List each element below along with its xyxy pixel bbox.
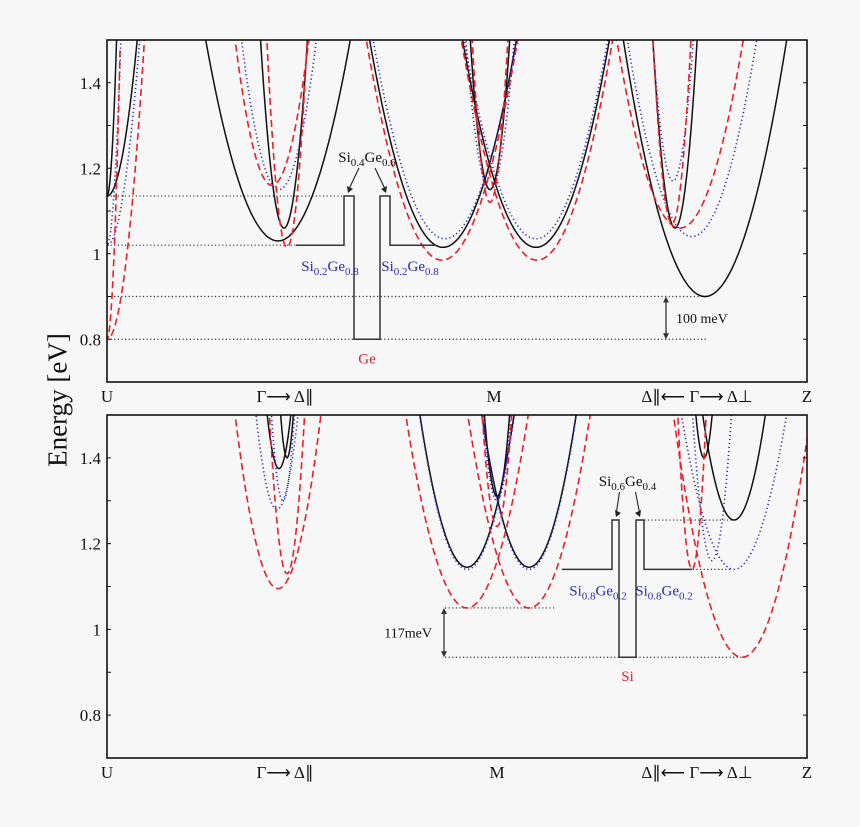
band-curve-dashed (107, 40, 146, 341)
quantum-well-profile (562, 519, 692, 658)
y-tick-label: 0.8 (80, 706, 101, 725)
band-curve-dotted (691, 415, 733, 562)
band-curve-dotted (372, 40, 518, 240)
axes-frame (106, 414, 808, 759)
cladding-material-label-left: Si0.8Ge0.2 (569, 583, 627, 602)
energy-gap-label: 100 meV (676, 312, 728, 327)
band-curves (107, 40, 788, 341)
band-curve-dashed (460, 40, 614, 262)
band-curve-dashed (672, 415, 807, 658)
energy-gap-label: 117meV (384, 627, 432, 642)
cladding-material-label-left: Si0.2Ge0.8 (301, 259, 359, 278)
band-curve-solid (259, 40, 309, 229)
band-curve-dashed (268, 415, 306, 575)
band-curve-dashed (652, 40, 692, 225)
y-tick-label: 1.4 (80, 449, 102, 468)
band-curve-dotted (482, 415, 512, 502)
band-curve-solid (266, 415, 292, 470)
band-curve-dotted (480, 415, 578, 571)
y-tick-label: 1.2 (80, 159, 101, 178)
band-curve-dotted (680, 415, 788, 571)
x-tick-label: Z (802, 387, 812, 406)
band-curve-dashed (234, 415, 322, 590)
band-curve-dashed (615, 40, 745, 229)
band-curve-dotted (626, 40, 758, 238)
band-curve-dashed (677, 415, 707, 571)
band-curve-dotted (418, 415, 516, 571)
band-curve-dashed (107, 50, 121, 341)
y-tick-label: 1.4 (80, 74, 102, 93)
bottom-panel: 0.8 1 1.2 1.4 U Γ⟶ Δ∥ M Δ∥⟵ Γ⟶ Δ⊥ Z 117meV Si0.6Ge… (80, 414, 812, 782)
well-material-label: Ge (358, 351, 376, 367)
band-curve-dashed (466, 415, 592, 609)
band-curve-dashed (404, 415, 530, 609)
band-curve-solid (652, 40, 698, 229)
x-tick-label: Δ∥⟵ Γ⟶ Δ⊥ (641, 763, 752, 782)
band-curve-solid (368, 40, 518, 249)
cladding-material-label-right: Si0.2Ge0.8 (381, 259, 439, 278)
y-tick-label: 1.2 (80, 535, 101, 554)
band-curve-dashed (365, 40, 519, 262)
band-curve-dashed (481, 415, 513, 528)
band-curve-solid (279, 415, 295, 460)
band-curve-dashed (471, 40, 509, 204)
axes-frame (106, 39, 808, 383)
x-tick-label: M (486, 387, 501, 406)
x-tick-label: Δ∥⟵ Γ⟶ Δ⊥ (641, 387, 752, 406)
x-tick-label: U (101, 763, 113, 782)
band-curve-solid (204, 40, 352, 242)
band-curve-dotted (463, 40, 609, 240)
x-tick-label: Γ⟶ Δ∥ (257, 387, 314, 406)
band-curve-solid (481, 415, 577, 568)
x-tick-label: U (101, 387, 113, 406)
band-curve-dotted (255, 415, 299, 511)
barrier-material-label: Si0.4Ge0.6 (338, 150, 396, 169)
band-curve-solid (622, 40, 788, 298)
x-tick-label: Z (802, 763, 812, 782)
y-tick-label: 1 (93, 620, 102, 639)
band-curve-solid (107, 40, 138, 197)
top-panel: 0.8 1 1.2 1.4 U Γ⟶ Δ∥ M Δ∥⟵ Γ⟶ Δ⊥ Z 100 meV Si0.4G… (80, 39, 812, 406)
y-tick-label: 1 (93, 245, 102, 264)
band-curve-dashed (266, 40, 308, 249)
band-curves (234, 415, 807, 658)
well-material-label: Si (621, 669, 634, 685)
band-curve-dotted (107, 40, 122, 247)
band-curve-solid (701, 415, 767, 521)
x-tick-label: Γ⟶ Δ∥ (257, 763, 314, 782)
quantum-well-profile (296, 195, 436, 340)
cladding-material-label-right: Si0.8Ge0.2 (635, 583, 693, 602)
barrier-material-label: Si0.6Ge0.4 (599, 474, 657, 493)
band-curve-dashed (234, 40, 310, 187)
y-tick-label: 0.8 (80, 330, 101, 349)
x-tick-label: M (489, 763, 504, 782)
band-curve-dotted (270, 415, 296, 502)
band-curve-solid (461, 40, 611, 249)
band-curve-solid (107, 40, 118, 198)
